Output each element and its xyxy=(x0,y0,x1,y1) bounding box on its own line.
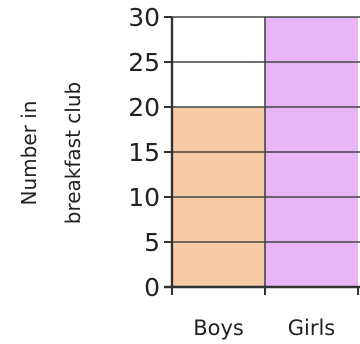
y-tick-label-10: 10 xyxy=(128,183,160,212)
x-tick-label-girls: Girls xyxy=(288,316,336,340)
y-tick-labels: 0 5 10 15 20 25 30 xyxy=(128,3,160,302)
y-tick-label-0: 0 xyxy=(144,273,160,302)
y-tick-label-25: 25 xyxy=(128,48,160,77)
axes xyxy=(164,16,360,295)
y-axis-label-line-1: Number in xyxy=(17,101,41,206)
gridlines xyxy=(172,16,360,287)
y-tick-label-5: 5 xyxy=(144,228,160,257)
y-tick-label-20: 20 xyxy=(128,93,160,122)
x-tick-label-boys: Boys xyxy=(193,316,244,340)
y-axis-label-line-2: breakfast club xyxy=(61,82,85,224)
x-tick-labels: Boys Girls xyxy=(193,316,335,340)
y-tick-label-15: 15 xyxy=(128,138,160,167)
y-tick-label-30: 30 xyxy=(128,3,160,32)
y-axis-label: Number in breakfast club xyxy=(17,82,85,224)
